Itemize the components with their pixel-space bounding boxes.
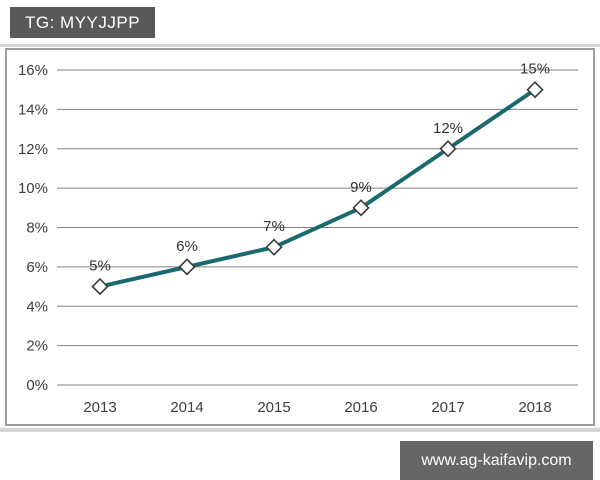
data-point-marker [526,81,544,99]
chart-svg: 0% 2% 4% 6% 8% 10% 12% 14% 16% 2013 2014 2015 2016 20… [5,48,595,426]
y-tick-label: 2% [26,338,48,355]
watermark-badge: www.ag-kaifavip.com [400,441,593,480]
y-tick-label: 14% [18,101,48,118]
divider-top [0,44,600,47]
y-tick-label: 4% [26,298,48,315]
data-point-marker [178,258,196,276]
data-point-label: 15% [520,61,550,78]
y-tick-label: 8% [26,220,48,237]
data-point-marker [352,199,370,217]
y-tick-label: 12% [18,141,48,158]
data-point-label: 6% [176,238,198,255]
data-point-marker [265,238,283,256]
trend-line [98,87,537,289]
x-tick-label: 2013 [83,399,116,416]
data-point-label: 7% [263,218,285,235]
data-point-marker [439,140,457,158]
x-tick-label: 2018 [518,399,551,416]
x-tick-label: 2015 [257,399,290,416]
header-badge-label: TG: MYYJJPP [25,13,141,32]
y-tick-label: 16% [18,62,48,79]
header-badge: TG: MYYJJPP [10,7,156,38]
chart-frame [5,48,595,426]
x-tick-label: 2014 [170,399,203,416]
y-tick-label: 0% [26,377,48,394]
y-tick-label: 10% [18,180,48,197]
chart-area: 0% 2% 4% 6% 8% 10% 12% 14% 16% 2013 2014 2015 2016 20… [4,47,596,427]
data-point-label: 5% [89,258,111,275]
x-tick-label: 2016 [344,399,377,416]
data-point-label: 12% [433,120,463,137]
x-tick-label: 2017 [431,399,464,416]
data-point-marker [91,277,109,296]
watermark-text: www.ag-kaifavip.com [421,452,572,469]
divider-bottom [0,428,600,432]
y-tick-label: 6% [26,259,48,276]
data-point-label: 9% [350,179,372,196]
